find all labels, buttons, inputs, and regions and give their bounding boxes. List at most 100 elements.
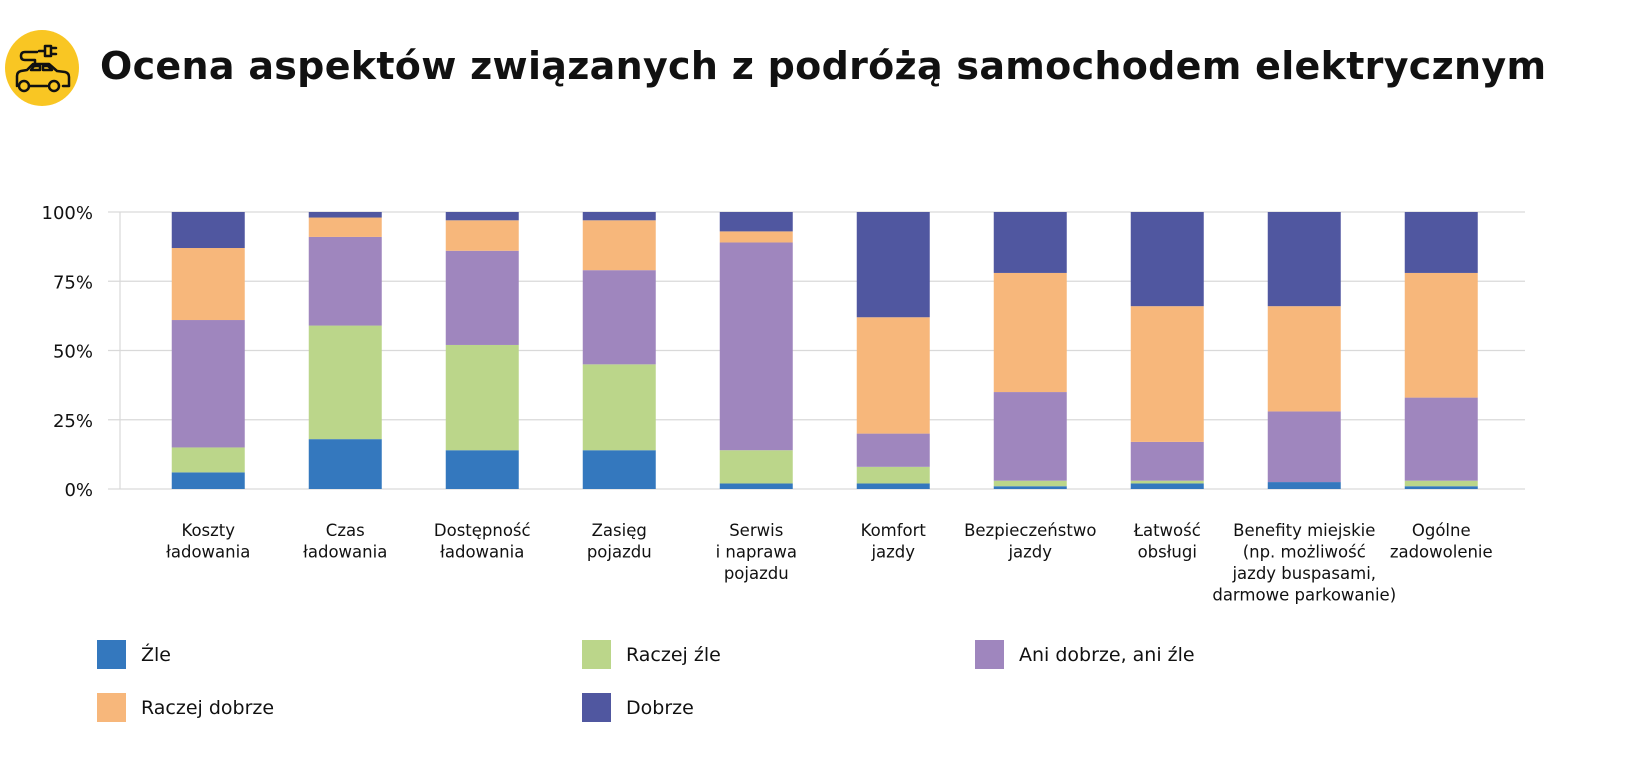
x-tick-label-line: pojazdu bbox=[587, 543, 652, 562]
x-tick-label: Ogólne zadowolenie bbox=[1390, 521, 1493, 562]
x-tick-label-line: jazdy bbox=[1007, 543, 1052, 562]
bar-segment-ani-dobrze-ani-źle bbox=[1267, 411, 1341, 483]
x-tick-label: Dostępność ładowania bbox=[434, 521, 531, 562]
x-tick-label: Serwis i naprawa pojazdu bbox=[716, 521, 797, 583]
legend-swatch bbox=[975, 640, 1004, 669]
x-tick-label: Komfort jazdy bbox=[861, 521, 927, 562]
x-tick-label-line: Ogólne bbox=[1412, 521, 1471, 540]
bar-segment-dobrze bbox=[308, 212, 382, 218]
bar-segment-raczej-dobrze bbox=[308, 217, 382, 237]
bar-segment-dobrze bbox=[856, 212, 930, 318]
bar-segment-raczej-dobrze bbox=[445, 220, 519, 251]
bar-segment-dobrze bbox=[993, 212, 1067, 273]
bar-segment-raczej-źle bbox=[1404, 480, 1478, 487]
bar-segment-ani-dobrze-ani-źle bbox=[445, 250, 519, 345]
x-tick-label: Koszty ładowania bbox=[166, 521, 250, 562]
x-tick-label-line: darmowe parkowanie) bbox=[1212, 586, 1396, 605]
bar-segment-raczej-źle bbox=[582, 364, 656, 451]
legend-item: Raczej dobrze bbox=[97, 693, 274, 722]
bar-segment-raczej-dobrze bbox=[171, 248, 245, 321]
bar-segment-raczej-źle bbox=[719, 450, 793, 484]
x-tick-label-line: Serwis bbox=[729, 521, 783, 540]
x-tick-label-line: Koszty bbox=[181, 521, 235, 540]
bar-segment-raczej-dobrze bbox=[1404, 272, 1478, 398]
bar-segment-raczej-dobrze bbox=[582, 220, 656, 271]
x-tick-label-line: Zasięg bbox=[592, 521, 647, 540]
bar-segment-źle bbox=[993, 486, 1067, 489]
bar-segment-raczej-źle bbox=[171, 447, 245, 473]
legend-swatch bbox=[97, 640, 126, 669]
bar-segment-źle bbox=[582, 450, 656, 489]
y-tick-label: 0% bbox=[64, 480, 93, 501]
bar-segment-ani-dobrze-ani-źle bbox=[582, 270, 656, 365]
bar-segment-dobrze bbox=[1267, 212, 1341, 307]
bar-segment-źle bbox=[856, 483, 930, 489]
legend-swatch bbox=[582, 693, 611, 722]
bar-segment-źle bbox=[719, 483, 793, 489]
legend-swatch bbox=[582, 640, 611, 669]
x-tick-label-line: ładowania bbox=[303, 543, 387, 562]
bar-segment-źle bbox=[1267, 482, 1341, 489]
bar-segment-ani-dobrze-ani-źle bbox=[1130, 441, 1204, 481]
x-tick-label-line: ładowania bbox=[440, 543, 524, 562]
bar-segment-źle bbox=[445, 450, 519, 489]
chart-title: Ocena aspektów związanych z podróżą samo… bbox=[100, 44, 1547, 88]
bar-segment-ani-dobrze-ani-źle bbox=[993, 392, 1067, 481]
bar-segment-źle bbox=[171, 472, 245, 489]
bar-segment-dobrze bbox=[171, 212, 245, 249]
x-tick-label-line: Czas bbox=[326, 521, 365, 540]
bar-segment-raczej-dobrze bbox=[719, 231, 793, 243]
legend-swatch bbox=[97, 693, 126, 722]
x-tick-label: Zasięg pojazdu bbox=[587, 521, 652, 562]
x-tick-label-line: Dostępność bbox=[434, 521, 531, 540]
x-tick-label: Benefity miejskie (np. możliwość jazdy bus… bbox=[1212, 521, 1396, 605]
bar-segment-dobrze bbox=[582, 212, 656, 221]
bar-segment-raczej-dobrze bbox=[856, 317, 930, 434]
bar-segment-ani-dobrze-ani-źle bbox=[1404, 397, 1478, 481]
bar-segment-ani-dobrze-ani-źle bbox=[719, 242, 793, 451]
bar-segment-raczej-dobrze bbox=[1267, 306, 1341, 412]
legend-item: Ani dobrze, ani źle bbox=[975, 640, 1195, 669]
x-tick-label-line: ładowania bbox=[166, 543, 250, 562]
x-tick-label-line: (np. możliwość bbox=[1243, 543, 1366, 562]
x-tick-label: Łatwość obsługi bbox=[1133, 521, 1201, 562]
bar-segment-raczej-źle bbox=[445, 344, 519, 451]
x-tick-label-line: zadowolenie bbox=[1390, 543, 1493, 562]
bar-segment-dobrze bbox=[1130, 212, 1204, 307]
y-tick-label: 100% bbox=[42, 203, 93, 224]
electric-car-icon bbox=[5, 30, 79, 106]
legend-label: Ani dobrze, ani źle bbox=[1019, 643, 1195, 666]
x-tick-label-line: jazdy bbox=[870, 543, 915, 562]
legend-label: Raczej źle bbox=[626, 643, 721, 666]
x-tick-label-line: obsługi bbox=[1138, 543, 1197, 562]
bar-segment-źle bbox=[1130, 483, 1204, 489]
bar-segment-dobrze bbox=[719, 212, 793, 232]
bar-segment-raczej-źle bbox=[308, 325, 382, 440]
legend-label: Raczej dobrze bbox=[141, 696, 275, 719]
y-tick-label: 50% bbox=[53, 342, 93, 363]
x-tick-label-line: Łatwość bbox=[1133, 521, 1201, 540]
bar-segment-ani-dobrze-ani-źle bbox=[856, 433, 930, 467]
x-tick-label: Bezpieczeństwo jazdy bbox=[964, 521, 1096, 562]
bar-segment-raczej-dobrze bbox=[993, 272, 1067, 393]
bar-segment-źle bbox=[308, 439, 382, 489]
bar-segment-ani-dobrze-ani-źle bbox=[308, 236, 382, 326]
bar-segment-raczej-źle bbox=[1130, 480, 1204, 484]
legend-item: Dobrze bbox=[582, 693, 694, 722]
bar-segment-raczej-źle bbox=[993, 480, 1067, 487]
bar-segment-raczej-źle bbox=[856, 466, 930, 484]
stacked-bar-chart: 0% 25% 50% 75% 100% Koszty ładowania Czas ładowa… bbox=[42, 203, 1525, 605]
bar-segment-ani-dobrze-ani-źle bbox=[171, 320, 245, 448]
legend-label: Dobrze bbox=[626, 696, 694, 719]
x-tick-label-line: Benefity miejskie bbox=[1233, 521, 1375, 540]
y-tick-label: 25% bbox=[53, 411, 93, 432]
bar-segment-dobrze bbox=[445, 212, 519, 221]
x-tick-label-line: Bezpieczeństwo bbox=[964, 521, 1096, 540]
y-tick-label: 75% bbox=[53, 272, 93, 293]
legend-item: Raczej źle bbox=[582, 640, 721, 669]
legend-label: Źle bbox=[141, 643, 171, 666]
legend-item: Źle bbox=[97, 640, 171, 669]
x-tick-label-line: Komfort bbox=[861, 521, 927, 540]
x-tick-label-line: pojazdu bbox=[724, 564, 789, 583]
bar-segment-dobrze bbox=[1404, 212, 1478, 273]
